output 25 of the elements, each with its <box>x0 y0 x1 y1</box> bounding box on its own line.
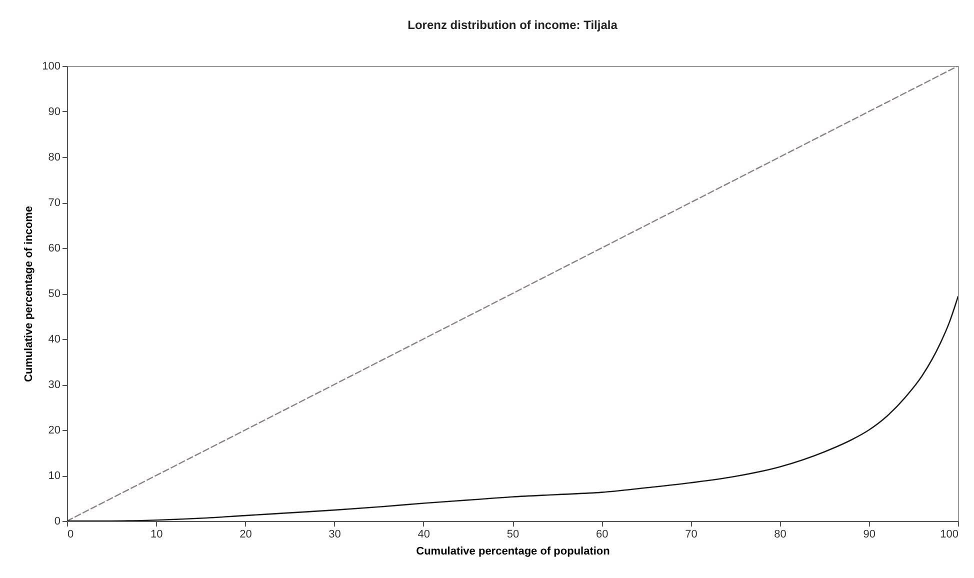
x-tick-label: 70 <box>685 528 698 540</box>
y-tick-label: 0 <box>54 516 60 528</box>
y-tick-label: 30 <box>48 379 60 391</box>
y-tick-label: 100 <box>42 60 60 72</box>
y-tick-label: 20 <box>48 424 60 436</box>
x-tick-label: 80 <box>774 528 786 540</box>
y-tick-label: 90 <box>48 106 60 118</box>
x-tick-label: 90 <box>863 528 876 540</box>
x-tick-label: 30 <box>328 528 341 540</box>
y-tick-label: 40 <box>48 334 60 346</box>
y-tick-label: 10 <box>48 470 60 482</box>
y-tick-label: 70 <box>48 197 60 209</box>
x-axis-title: Cumulative percentage of population <box>416 546 610 558</box>
x-tick-label: 0 <box>68 528 74 540</box>
x-tick-label: 40 <box>418 528 430 540</box>
x-tick-label: 60 <box>596 528 608 540</box>
chart-title: Lorenz distribution of income: Tiljala <box>408 18 618 32</box>
y-axis-title: Cumulative percentage of income <box>23 206 36 382</box>
x-tick-label: 100 <box>940 528 958 540</box>
x-tick-label: 50 <box>506 528 520 540</box>
y-tick-label: 50 <box>48 288 60 300</box>
x-tick-label: 20 <box>240 528 252 540</box>
x-tick-label: 10 <box>150 528 163 540</box>
y-tick-label: 80 <box>48 152 60 164</box>
y-tick-label: 60 <box>48 242 60 254</box>
